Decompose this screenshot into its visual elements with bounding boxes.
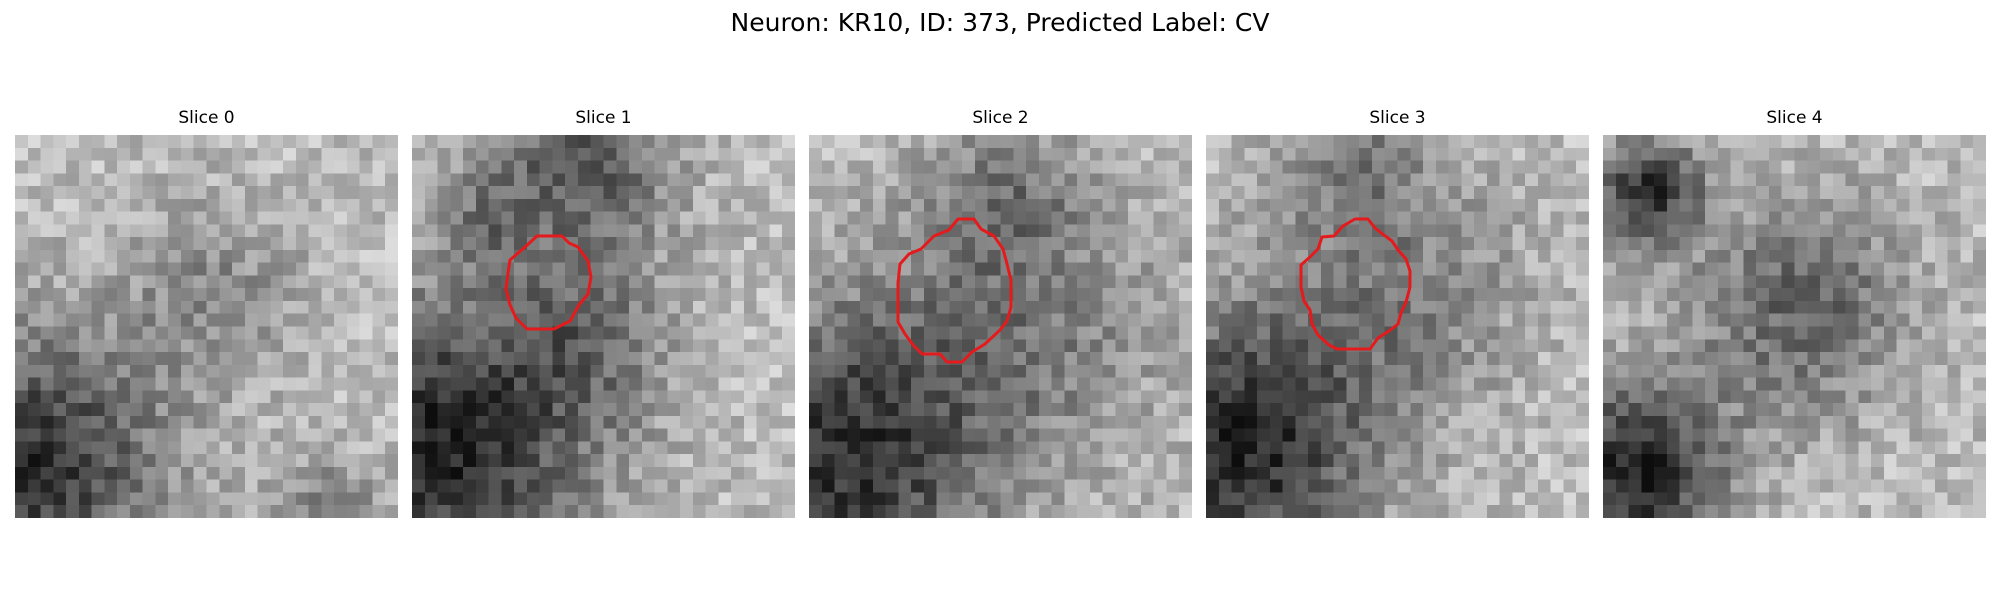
slice-pixels-4	[1603, 135, 1986, 518]
segmentation-contour-1	[504, 234, 593, 331]
slice-image-1	[412, 135, 795, 518]
slice-image-0	[15, 135, 398, 518]
slice-title-4: Slice 4	[1766, 108, 1823, 128]
segmentation-contour-2	[896, 217, 1013, 364]
slice-panel-1: Slice 1	[412, 105, 795, 518]
slice-title-3: Slice 3	[1369, 108, 1426, 128]
segmentation-contour-3	[1299, 217, 1412, 351]
slice-image-3	[1206, 135, 1589, 518]
slice-title-0: Slice 0	[178, 108, 235, 128]
slice-panel-4: Slice 4	[1603, 105, 1986, 518]
figure-title: Neuron: KR10, ID: 373, Predicted Label: …	[730, 8, 1270, 37]
slice-pixels-1	[412, 135, 795, 518]
slice-image-4	[1603, 135, 1986, 518]
slice-panel-3: Slice 3	[1206, 105, 1589, 518]
slice-pixels-0	[15, 135, 398, 518]
slice-title-2: Slice 2	[972, 108, 1029, 128]
slice-panel-2: Slice 2	[809, 105, 1192, 518]
slice-panel-0: Slice 0	[15, 105, 398, 518]
slice-image-2	[809, 135, 1192, 518]
slice-title-1: Slice 1	[575, 108, 632, 128]
slice-pixels-3	[1206, 135, 1589, 518]
slice-pixels-2	[809, 135, 1192, 518]
